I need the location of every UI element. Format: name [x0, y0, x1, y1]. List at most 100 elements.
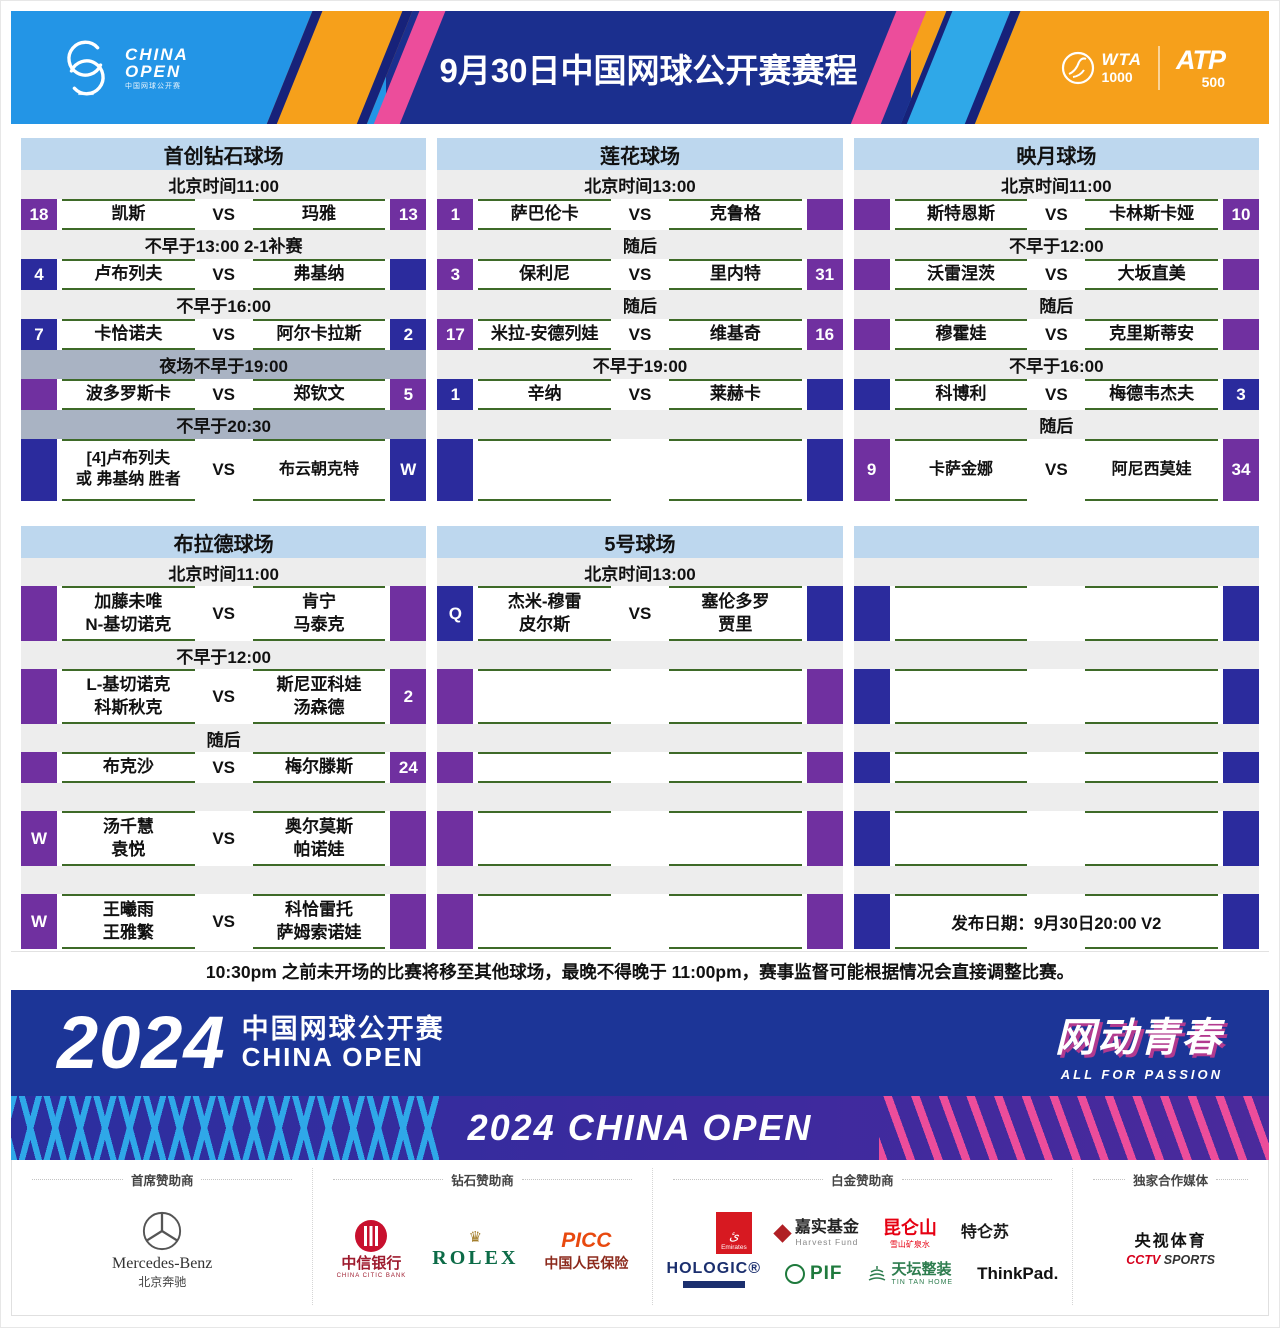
tiantan-name: 天坛整装	[891, 1261, 952, 1279]
seed-badge-right: 31	[806, 259, 843, 290]
match-row	[437, 669, 843, 724]
atp-500-logo: ATP 500	[1176, 46, 1226, 90]
player-left: 布克沙	[62, 752, 195, 783]
player-left: 辛纳	[478, 379, 611, 410]
seed-badge-left	[853, 319, 890, 350]
player-left	[894, 894, 1028, 949]
seed-badge-right	[806, 199, 843, 230]
player-right	[1085, 669, 1218, 724]
vs-label: VS	[1044, 264, 1068, 284]
match-cells: 加藤未唯 N-基切诺克 VS 肯宁 马泰克	[57, 586, 390, 641]
match-row: 波多罗斯卡 VS 郑钦文 5	[21, 379, 427, 410]
player-right: 莱赫卡	[669, 379, 802, 410]
vs-label: VS	[1044, 460, 1068, 479]
player-left	[478, 811, 611, 866]
pif-circle-icon	[784, 1263, 805, 1284]
china-open-2024-banner: 2024 中国网球公开赛 CHINA OPEN 网动青春 ALL FOR PAS…	[11, 990, 1269, 1096]
seed-badge-right	[390, 259, 427, 290]
player-right: 克里斯蒂安	[1085, 319, 1218, 350]
sponsors-bar: 首席赞助商 Mercedes-Benz 北京奔驰 钻石赞助商 中信银行 C	[11, 1160, 1269, 1316]
mercedes-name: Mercedes-Benz	[112, 1255, 213, 1273]
seed-badge-left	[853, 199, 890, 230]
match-cells: 斯特恩斯 VS 卡林斯卡娅	[890, 199, 1223, 230]
schedule-note-row: 不早于16:00	[21, 290, 427, 319]
wta-player-icon	[1061, 51, 1094, 84]
citic-sub: CHINA CITIC BANK	[336, 1273, 407, 1280]
player-right: 郑钦文	[252, 379, 386, 410]
vs-label: VS	[212, 324, 236, 344]
match-row: 穆霍娃 VS 克里斯蒂安	[853, 319, 1259, 350]
schedule-note-row: 随后	[21, 724, 427, 752]
player-left	[894, 586, 1028, 641]
publish-row: 发布日期：9月30日20:00 V2	[853, 894, 1259, 949]
vs-label	[611, 669, 669, 724]
schedule-note-row	[853, 783, 1259, 811]
cctv-sub: CCTV SPORTS	[1126, 1253, 1215, 1267]
vs-label	[1027, 752, 1085, 783]
pif-name: PIF	[809, 1263, 843, 1285]
match-row: 科博利 VS 梅德韦杰夫 3	[853, 379, 1259, 410]
cctv-sub-dark: SPORTS	[1163, 1253, 1215, 1267]
strip-title: 2024 CHINA OPEN	[467, 1107, 813, 1148]
player-left	[478, 752, 611, 783]
vs-label: VS	[212, 204, 236, 224]
schedule-note-row	[21, 866, 427, 894]
match-cells	[473, 439, 806, 501]
seed-badge-right: 5	[390, 379, 427, 410]
match-cells: 发布日期：9月30日20:00 V2	[890, 894, 1223, 949]
seed-badge-left	[853, 669, 890, 724]
player-right: 卡林斯卡娅	[1085, 199, 1218, 230]
seed-badge-right	[1223, 752, 1259, 783]
atp-level: 500	[1201, 73, 1225, 90]
seed-badge-left: 1	[437, 379, 474, 410]
match-cells	[473, 752, 806, 783]
seed-badge-left	[21, 379, 57, 410]
seed-badge-right	[390, 894, 427, 949]
tour-logo-divider	[1158, 45, 1160, 90]
seed-badge-left	[853, 586, 890, 641]
seed-badge-right	[1223, 586, 1259, 641]
seed-badge-left	[853, 894, 890, 949]
schedule-note-row: 不早于12:00	[853, 230, 1259, 259]
seed-badge-right: W	[390, 439, 427, 501]
seed-badge-left: W	[21, 811, 57, 866]
banner-slogan: 网动青春 ALL FOR PASSION	[1055, 1005, 1223, 1082]
vs-label: VS	[212, 603, 236, 623]
match-row: 4 卢布列夫 VS 弗基纳	[21, 259, 427, 290]
wta-name: WTA	[1101, 50, 1142, 69]
match-row	[437, 752, 843, 783]
sponsor-group-label: 首席赞助商	[32, 1170, 292, 1189]
court-table: 布拉德球场 北京时间11:00 加藤未唯 N-基切诺克 VS 肯宁 马泰克 不早于12:00 L…	[21, 526, 427, 949]
seed-badge-left: 9	[853, 439, 890, 501]
vs-label	[1027, 811, 1085, 866]
schedule-section-2: 布拉德球场 北京时间11:00 加藤未唯 N-基切诺克 VS 肯宁 马泰克 不早于12:00 L…	[21, 526, 1259, 949]
player-right	[1085, 811, 1218, 866]
player-right	[669, 439, 802, 501]
player-left: 萨巴伦卡	[478, 199, 611, 230]
player-right: 奥尔莫斯 帕诺娃	[252, 811, 386, 866]
schedule-note-row: 随后	[853, 410, 1259, 439]
match-row	[853, 669, 1259, 724]
player-left: 波多罗斯卡	[62, 379, 195, 410]
player-left: 卡恰诺夫	[62, 319, 195, 350]
player-left: 保利尼	[478, 259, 611, 290]
match-cells: 穆霍娃 VS 克里斯蒂安	[890, 319, 1223, 350]
match-cells: 王曦雨 王雅繁 VS 科恰雷托 萨姆索诺娃	[57, 894, 390, 949]
player-right: 科恰雷托 萨姆索诺娃	[252, 894, 386, 949]
cctv-name: 央视体育	[1134, 1232, 1207, 1250]
match-row: Q 杰米-穆雷 皮尔斯 VS 塞伦多罗 贾里	[437, 586, 843, 641]
seed-badge-right	[390, 586, 427, 641]
match-cells: 萨巴伦卡 VS 克鲁格	[473, 199, 806, 230]
hologic-bar	[682, 1280, 745, 1288]
vs-label: VS	[212, 911, 236, 931]
match-cells: [4]卢布列夫或 弗基纳 胜者 VS 布云朝克特	[57, 439, 390, 501]
schedule-note-row: 北京时间13:00	[437, 558, 843, 586]
sponsor-group-diamond: 钻石赞助商 中信银行 CHINA CITIC BANK ♛ ROLEX PICC…	[313, 1168, 653, 1305]
tiantan-home-logo: 天坛整装 TIN TAN HOME	[867, 1261, 954, 1286]
court-name: 5号球场	[437, 526, 843, 558]
schedule-note-row: 不早于20:30	[21, 410, 427, 439]
match-row: 17 米拉-安德列娃 VS 维基奇 16	[437, 319, 843, 350]
seed-badge-right: 13	[390, 199, 427, 230]
player-right: 布云朝克特	[252, 439, 386, 501]
schedule-grid: 首创钻石球场 北京时间11:00 18 凯斯 VS 玛雅 13 不早于13:00 2-1补赛 4…	[11, 138, 1269, 949]
